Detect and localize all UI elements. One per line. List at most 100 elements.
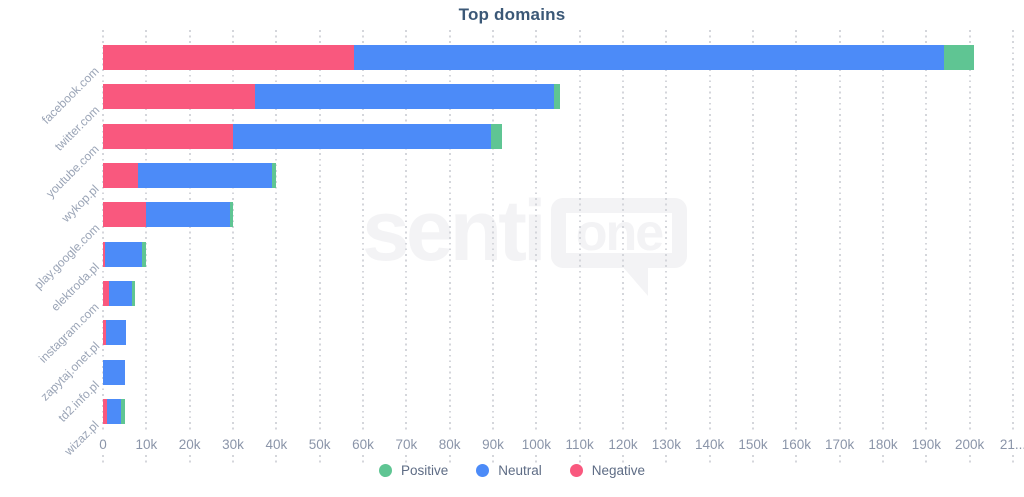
gridline — [318, 30, 321, 433]
axis-tick — [578, 455, 581, 464]
legend-item-negative[interactable]: Negative — [569, 463, 646, 478]
bar-segment-negative-facebook.com[interactable] — [103, 45, 355, 70]
bar-segment-negative-play.google.com[interactable] — [103, 202, 147, 228]
bar-segment-positive-wizaz.pl[interactable] — [121, 399, 126, 425]
axis-tick — [708, 455, 711, 464]
axis-tick — [1012, 455, 1014, 464]
watermark-senti-text: senti — [362, 183, 547, 279]
gridline — [492, 30, 494, 433]
x-axis-label: 30k — [222, 437, 244, 452]
legend-label-neutral: Neutral — [498, 463, 542, 478]
axis-tick — [318, 455, 321, 464]
sentione-watermark: senti one — [362, 183, 688, 296]
y-axis-label-play.google.com: play.google.com — [30, 220, 102, 293]
bar-segment-positive-play.google.com[interactable] — [229, 202, 233, 228]
legend-label-positive: Positive — [400, 463, 449, 478]
bar-segment-neutral-facebook.com[interactable] — [354, 45, 944, 70]
x-axis-label: 180k — [868, 437, 898, 452]
x-axis-label: 70k — [395, 437, 418, 452]
x-axis-label: 120k — [608, 437, 638, 452]
bar-segment-positive-wykop.pl[interactable] — [272, 163, 277, 189]
x-axis-label: 50k — [308, 437, 331, 452]
gridline — [275, 30, 278, 433]
x-axis-label: 21... — [999, 437, 1024, 452]
x-axis-label: 60k — [352, 437, 374, 452]
x-axis-label: 0 — [99, 437, 107, 452]
x-axis-label: 80k — [438, 437, 461, 452]
axis-tick — [795, 455, 798, 464]
gridline — [925, 30, 928, 433]
bar-segment-neutral-twitter.com[interactable] — [254, 84, 554, 110]
x-axis-label: 10k — [135, 437, 158, 452]
x-axis-label: 130k — [651, 437, 681, 452]
axis-tick — [968, 455, 971, 464]
bar-segment-positive-elektroda.pl[interactable] — [142, 241, 147, 267]
axis-tick — [405, 455, 408, 464]
legend-item-positive[interactable]: Positive — [378, 463, 449, 478]
gridline — [188, 30, 191, 433]
gridline — [882, 30, 884, 433]
legend-item-neutral[interactable]: Neutral — [476, 463, 542, 478]
x-axis-label: 20k — [178, 437, 201, 452]
bar-segment-neutral-youtube.com[interactable] — [233, 123, 491, 149]
gridline — [795, 30, 798, 433]
bar-segment-neutral-instagram.com[interactable] — [108, 281, 132, 307]
watermark-bubble-tail — [622, 266, 649, 296]
bar-segment-neutral-wykop.pl[interactable] — [137, 163, 272, 189]
gridline — [448, 30, 451, 433]
negative-dot-icon — [569, 464, 583, 477]
x-axis-label: 160k — [781, 437, 811, 452]
chart-title: Top domains — [458, 5, 566, 24]
bar-segment-negative-wykop.pl[interactable] — [103, 163, 138, 189]
legend-label-negative: Negative — [591, 463, 646, 478]
gridline — [535, 30, 538, 433]
gridline — [102, 30, 104, 433]
watermark-one-text: one — [575, 204, 664, 262]
bar-segment-neutral-td2.info.pl[interactable] — [103, 359, 126, 385]
bar-segment-positive-facebook.com[interactable] — [943, 45, 974, 70]
axis-tick — [882, 455, 884, 464]
gridline — [362, 30, 364, 433]
x-axis-label: 190k — [911, 437, 941, 452]
axis-tick — [535, 455, 538, 464]
bar-segment-neutral-wizaz.pl[interactable] — [106, 399, 122, 425]
bar-segment-positive-instagram.com[interactable] — [131, 281, 136, 307]
bar-segment-positive-twitter.com[interactable] — [553, 84, 561, 110]
x-axis-label: 110k — [565, 437, 594, 452]
gridline — [405, 30, 408, 433]
gridline — [708, 30, 711, 433]
bar-segment-negative-wizaz.pl[interactable] — [103, 399, 107, 425]
x-axis-label: 140k — [695, 437, 725, 452]
axis-tick — [232, 455, 234, 464]
axis-tick — [275, 455, 278, 464]
bar-segment-neutral-zapytaj.onet.pl[interactable] — [106, 320, 126, 346]
axis-tick — [102, 455, 104, 464]
axis-tick — [665, 455, 668, 464]
gridline — [838, 30, 841, 433]
bar-segment-negative-youtube.com[interactable] — [103, 123, 233, 149]
bar-segment-neutral-play.google.com[interactable] — [146, 202, 230, 228]
bar-segment-negative-elektroda.pl[interactable] — [103, 241, 106, 267]
bar-segment-positive-youtube.com[interactable] — [490, 123, 502, 149]
chart-legend: Positive Neutral Negative — [0, 463, 1024, 478]
watermark-speech-bubble-icon: one — [550, 198, 688, 296]
axis-tick — [838, 455, 841, 464]
x-axis-label: 90k — [482, 437, 504, 452]
gridline — [578, 30, 581, 433]
axis-tick — [925, 455, 928, 464]
bar-segment-neutral-elektroda.pl[interactable] — [105, 241, 143, 267]
positive-dot-icon — [378, 464, 392, 477]
gridline — [232, 30, 234, 433]
axis-tick — [448, 455, 451, 464]
gridline — [622, 30, 624, 433]
bar-segment-negative-instagram.com[interactable] — [103, 281, 109, 307]
bar-segment-negative-zapytaj.onet.pl[interactable] — [103, 320, 107, 346]
gridline — [665, 30, 668, 433]
axis-tick — [752, 455, 754, 464]
bar-segment-negative-twitter.com[interactable] — [103, 84, 255, 110]
gridline — [145, 30, 148, 433]
neutral-dot-icon — [476, 464, 490, 477]
x-axis-label: 100k — [521, 437, 551, 452]
gridline — [968, 30, 971, 433]
